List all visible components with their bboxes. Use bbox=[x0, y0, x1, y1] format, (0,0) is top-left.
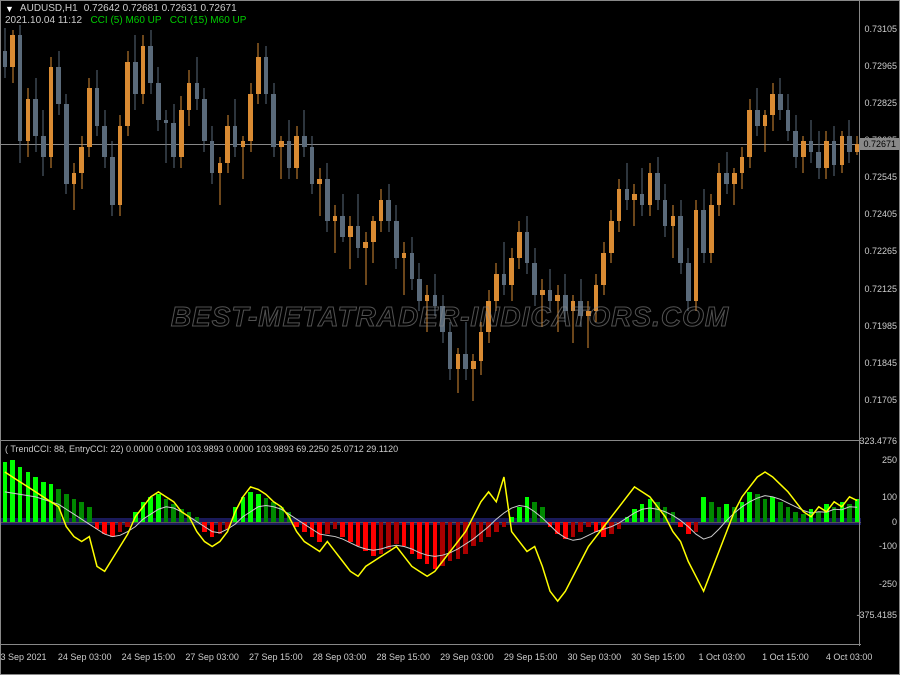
indicator-tick: -100 bbox=[879, 541, 897, 551]
main-price-chart[interactable] bbox=[1, 1, 861, 441]
time-tick: 30 Sep 15:00 bbox=[631, 652, 685, 662]
time-tick: 28 Sep 03:00 bbox=[313, 652, 367, 662]
price-tick: 0.72545 bbox=[864, 172, 897, 182]
time-tick: 24 Sep 15:00 bbox=[122, 652, 176, 662]
time-tick: 1 Oct 03:00 bbox=[698, 652, 745, 662]
time-tick: 30 Sep 03:00 bbox=[568, 652, 622, 662]
price-y-axis: 0.731050.729650.728250.726850.725450.724… bbox=[859, 1, 899, 441]
time-tick: 27 Sep 15:00 bbox=[249, 652, 303, 662]
time-tick: 1 Oct 15:00 bbox=[762, 652, 809, 662]
indicator-tick: 323.4776 bbox=[859, 436, 897, 446]
ind2-label: CCI (15) M60 UP bbox=[170, 15, 247, 26]
indicator-tick: 250 bbox=[882, 455, 897, 465]
symbol-label: AUDUSD,H1 bbox=[20, 3, 78, 14]
time-tick: 28 Sep 15:00 bbox=[376, 652, 430, 662]
indicator-tick: 0 bbox=[892, 517, 897, 527]
watermark-text: BEST-METATRADER-INDICATORS.COM bbox=[171, 301, 729, 333]
time-tick: 24 Sep 03:00 bbox=[58, 652, 112, 662]
time-tick: 29 Sep 15:00 bbox=[504, 652, 558, 662]
time-tick: 23 Sep 2021 bbox=[0, 652, 47, 662]
price-tick: 0.71845 bbox=[864, 358, 897, 368]
indicator-tick: 100 bbox=[882, 492, 897, 502]
indicator-panel[interactable] bbox=[1, 441, 861, 646]
time-tick: 27 Sep 03:00 bbox=[185, 652, 239, 662]
chart-subheader: 2021.10.04 11:12 CCI (5) M60 UP CCI (15)… bbox=[5, 15, 246, 26]
price-tick: 0.72825 bbox=[864, 98, 897, 108]
price-tick: 0.71705 bbox=[864, 395, 897, 405]
chart-window: ▼ AUDUSD,H1 0.72642 0.72681 0.72631 0.72… bbox=[0, 0, 900, 675]
price-tick: 0.72405 bbox=[864, 209, 897, 219]
price-tick: 0.71985 bbox=[864, 321, 897, 331]
dropdown-arrow-icon[interactable]: ▼ bbox=[5, 4, 14, 14]
indicator-header: ( TrendCCI: 88, EntryCCI: 22) 0.0000 0.0… bbox=[5, 444, 398, 454]
timestamp-label: 2021.10.04 11:12 bbox=[5, 15, 82, 26]
time-x-axis: 23 Sep 2021 24 Sep 03:00 24 Sep 15:00 27 Se… bbox=[1, 644, 861, 674]
ind1-label: CCI (5) M60 UP bbox=[90, 15, 161, 26]
indicator-tick: -375.4185 bbox=[856, 610, 897, 620]
current-price-label: 0.72671 bbox=[860, 138, 899, 150]
time-tick: 4 Oct 03:00 bbox=[826, 652, 873, 662]
indicator-tick: -250 bbox=[879, 579, 897, 589]
price-tick: 0.72965 bbox=[864, 61, 897, 71]
chart-header: ▼ AUDUSD,H1 0.72642 0.72681 0.72631 0.72… bbox=[5, 3, 237, 14]
price-tick: 0.72125 bbox=[864, 284, 897, 294]
price-tick: 0.73105 bbox=[864, 24, 897, 34]
price-tick: 0.72265 bbox=[864, 246, 897, 256]
time-tick: 29 Sep 03:00 bbox=[440, 652, 494, 662]
indicator-y-axis: 323.47762501000-100-250-375.4185 bbox=[859, 441, 899, 646]
ohlc-label: 0.72642 0.72681 0.72631 0.72671 bbox=[84, 3, 237, 14]
